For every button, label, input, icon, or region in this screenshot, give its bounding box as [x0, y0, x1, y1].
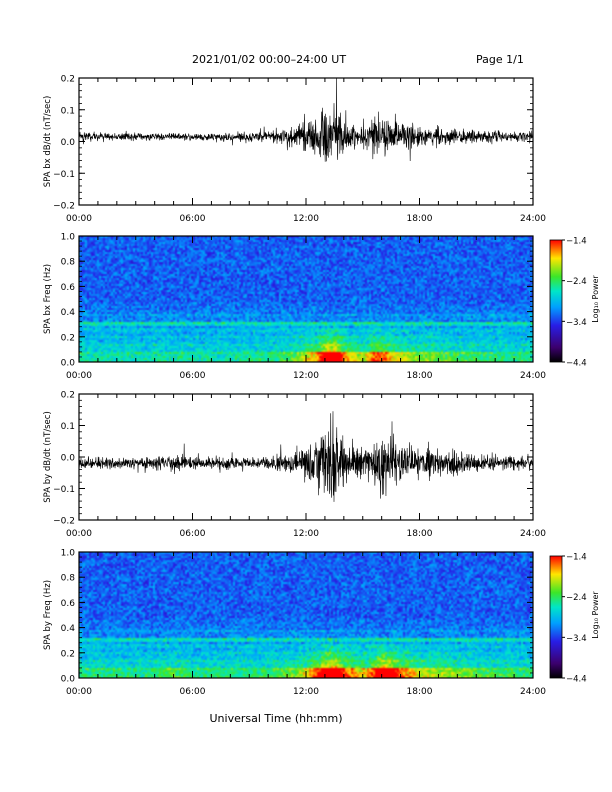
x-axis-label: Universal Time (hh:mm): [210, 712, 343, 725]
x-tick-label: 00:00: [66, 371, 92, 381]
panel-1: 0.2 0.1 0.0 −0.1 −0.2 00:00 06:00 12:00 18:00 24:…: [43, 75, 546, 225]
y-axis-label: SPA by Freq (Hz): [43, 580, 53, 650]
y-tick-label: 0.0: [61, 359, 76, 369]
spectrogram-image: [79, 552, 533, 678]
y-tick-label: 0.6: [61, 599, 76, 609]
colorbar-tick-label: −4.4: [566, 675, 587, 685]
y-tick-label: 0.0: [61, 138, 76, 148]
colorbar-tick-label: −1.4: [566, 553, 587, 563]
colorbar: [549, 239, 563, 363]
y-tick-label: 0.2: [61, 75, 75, 85]
y-tick-label: 0.4: [61, 624, 76, 634]
x-tick-label: 24:00: [520, 214, 546, 224]
y-tick-label: 0.8: [61, 574, 76, 584]
y-tick-label: 1.0: [61, 233, 76, 243]
y-tick-label: 0.6: [61, 283, 76, 293]
spectrogram-image: [79, 236, 533, 362]
y-axis-label: SPA by dB/dt (nT/sec): [43, 411, 53, 503]
colorbar-tick-label: −2.4: [566, 277, 587, 287]
y-tick-label: 0.1: [61, 106, 75, 116]
x-tick-label: 06:00: [180, 687, 206, 697]
y-tick-label: 0.4: [61, 308, 76, 318]
y-tick-label: −0.1: [53, 485, 75, 495]
colorbar-tick-label: −3.4: [566, 634, 587, 644]
plot-frame: [78, 235, 534, 363]
y-tick-label: 0.1: [61, 422, 75, 432]
colorbar-label: Log₁₀ Power: [591, 591, 600, 639]
y-tick-label: 0.2: [61, 333, 75, 343]
y-axis-label: SPA bx dB/dt (nT/sec): [43, 96, 53, 188]
x-tick-label: 24:00: [520, 371, 546, 381]
panel-3: 0.2 0.1 0.0 −0.1 −0.2 00:00 06:00 12:00 18:00 24:…: [43, 391, 546, 540]
y-tick-label: 0.2: [61, 391, 75, 401]
x-tick-label: 18:00: [407, 214, 433, 224]
x-tick-label: 00:00: [66, 214, 92, 224]
x-tick-label: 18:00: [407, 687, 433, 697]
x-tick-label: 06:00: [180, 214, 206, 224]
colorbar-tick-label: −3.4: [566, 318, 587, 328]
plot-title: 2021/01/02 00:00–24:00 UT: [192, 53, 347, 66]
colorbar: [549, 555, 563, 679]
colorbar-tick-label: −1.4: [566, 237, 587, 247]
x-tick-label: 12:00: [293, 214, 319, 224]
y-tick-label: −0.1: [53, 170, 75, 180]
y-tick-label: −0.2: [53, 202, 75, 212]
x-tick-label: 00:00: [66, 529, 92, 539]
x-tick-label: 06:00: [180, 529, 206, 539]
panel-4: 1.0 0.8 0.6 0.4 0.2 0.0 00:00 06:00 12:00 18:00 24…: [43, 549, 546, 698]
y-tick-label: 0.8: [61, 258, 76, 268]
y-tick-label: 0.2: [61, 649, 75, 659]
x-tick-label: 24:00: [520, 529, 546, 539]
y-axis-label: SPA bx Freq (Hz): [43, 264, 53, 334]
colorbar-tick-label: −4.4: [566, 359, 587, 369]
colorbar-tick-label: −2.4: [566, 593, 587, 603]
y-tick-label: 0.0: [61, 675, 76, 685]
panel-2: 1.0 0.8 0.6 0.4 0.2 0.0 00:00 06:00 12:00 18:00 24…: [43, 233, 546, 382]
y-tick-label: −0.2: [53, 517, 75, 527]
page-indicator: Page 1/1: [476, 53, 524, 66]
x-tick-label: 18:00: [407, 529, 433, 539]
plot-frame: [78, 393, 534, 521]
x-tick-label: 00:00: [66, 687, 92, 697]
colorbar-label: Log₁₀ Power: [591, 275, 600, 323]
x-tick-label: 06:00: [180, 371, 206, 381]
plot-frame: [78, 551, 534, 679]
plot-frame: [78, 77, 534, 206]
x-tick-label: 12:00: [293, 529, 319, 539]
y-tick-label: 1.0: [61, 549, 76, 559]
dbdt-trace: [79, 411, 533, 502]
x-tick-label: 24:00: [520, 687, 546, 697]
x-tick-label: 18:00: [407, 371, 433, 381]
y-tick-label: 0.0: [61, 454, 76, 464]
x-tick-label: 12:00: [293, 371, 319, 381]
dbdt-trace: [79, 78, 533, 162]
x-tick-label: 12:00: [293, 687, 319, 697]
